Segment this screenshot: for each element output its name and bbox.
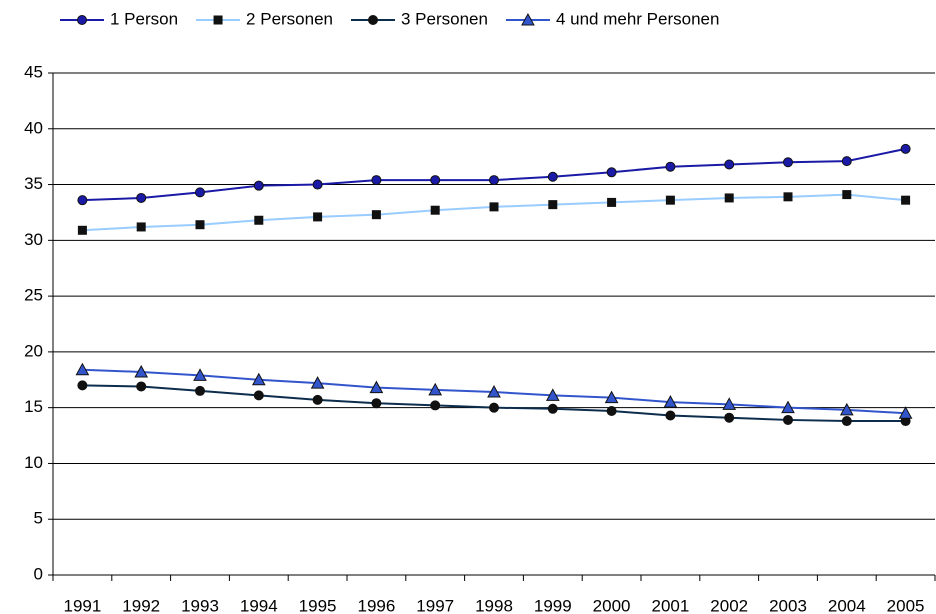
y-tick-label: 35 (24, 174, 43, 193)
marker (663, 395, 678, 408)
marker (841, 156, 852, 167)
y-tick-label: 10 (24, 453, 43, 472)
marker (75, 362, 90, 376)
marker (489, 175, 499, 186)
marker (77, 225, 87, 235)
marker (898, 406, 913, 419)
y-tick-label: 0 (34, 564, 43, 583)
x-tick-label: 2001 (651, 596, 689, 614)
x-tick-label: 1993 (181, 596, 219, 614)
legend-label: 2 Personen (246, 9, 333, 28)
x-tick-label: 1991 (63, 596, 101, 614)
y-tick-label: 25 (24, 286, 43, 305)
marker (665, 161, 676, 172)
marker (253, 390, 264, 401)
x-tick-label: 2002 (710, 596, 748, 614)
marker (841, 416, 852, 427)
marker (371, 175, 382, 186)
y-tick-label: 5 (34, 509, 43, 528)
marker (195, 385, 205, 396)
x-tick-label: 1992 (122, 596, 160, 614)
x-tick-label: 2000 (593, 596, 631, 614)
x-tick-label: 2005 (887, 596, 925, 614)
marker (251, 372, 266, 386)
marker (606, 406, 617, 417)
marker (839, 402, 854, 416)
marker (489, 402, 499, 413)
legend-label: 3 Personen (401, 9, 488, 28)
marker (193, 368, 207, 381)
marker (521, 12, 535, 26)
marker (254, 215, 264, 225)
marker (722, 397, 737, 410)
marker (77, 195, 88, 206)
marker (665, 195, 675, 205)
marker (371, 398, 382, 409)
x-tick-label: 2004 (828, 596, 866, 614)
marker (312, 394, 323, 405)
legend-label: 1 Person (110, 9, 178, 28)
y-tick-label: 15 (24, 397, 43, 416)
marker (545, 388, 560, 401)
marker (313, 212, 323, 222)
marker (783, 414, 793, 425)
marker (783, 157, 793, 168)
marker (312, 179, 323, 190)
marker (607, 197, 617, 207)
x-tick-label: 1999 (534, 596, 572, 614)
y-tick-label: 45 (24, 62, 43, 81)
marker (901, 195, 911, 205)
x-tick-label: 1995 (299, 596, 337, 614)
y-tick-label: 30 (24, 230, 43, 249)
marker (547, 403, 558, 414)
marker (487, 385, 501, 398)
marker (781, 400, 795, 414)
marker (371, 210, 381, 220)
series-line (82, 193, 906, 232)
marker (724, 412, 735, 423)
y-tick-label: 20 (24, 341, 43, 360)
marker (369, 380, 384, 394)
marker (310, 376, 325, 389)
x-tick-label: 1997 (416, 596, 454, 614)
marker (368, 15, 378, 25)
legend-label: 4 und mehr Personen (556, 9, 720, 28)
marker (724, 193, 734, 203)
x-tick-label: 1998 (475, 596, 513, 614)
marker (547, 171, 558, 182)
marker (548, 200, 558, 210)
marker (430, 175, 441, 186)
marker (428, 382, 443, 396)
marker (783, 192, 793, 202)
marker (842, 190, 852, 200)
series-line (82, 147, 906, 202)
marker (213, 15, 223, 25)
marker (604, 390, 619, 404)
marker (195, 220, 205, 230)
marker (430, 205, 440, 215)
x-tick-label: 1994 (240, 596, 278, 614)
marker (134, 364, 149, 378)
marker (77, 15, 87, 25)
marker (195, 187, 205, 198)
y-tick-label: 40 (24, 118, 43, 137)
x-tick-label: 1996 (357, 596, 395, 614)
marker (136, 192, 147, 203)
marker (136, 381, 147, 392)
x-tick-label: 2003 (769, 596, 807, 614)
marker (724, 159, 735, 170)
marker (489, 202, 499, 212)
marker (900, 143, 911, 154)
marker (77, 380, 88, 391)
marker (136, 222, 146, 232)
marker (253, 180, 264, 191)
marker (430, 400, 441, 411)
marker (665, 410, 676, 421)
marker (606, 167, 617, 178)
